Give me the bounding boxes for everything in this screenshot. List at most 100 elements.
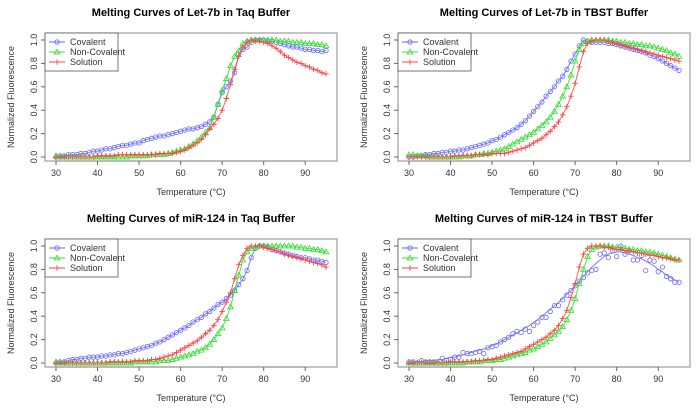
data-point xyxy=(589,267,595,274)
data-point xyxy=(157,355,163,362)
data-point xyxy=(555,78,562,84)
data-point xyxy=(542,118,550,125)
data-point xyxy=(165,334,171,340)
data-point xyxy=(510,350,516,357)
data-point xyxy=(114,153,122,160)
data-point xyxy=(609,245,616,252)
data-point xyxy=(314,67,321,74)
data-point xyxy=(273,45,279,51)
data-point xyxy=(489,356,495,363)
x-tick-label: 30 xyxy=(404,168,414,178)
data-point xyxy=(251,243,259,250)
data-point xyxy=(294,254,300,261)
data-point xyxy=(227,81,234,88)
data-point xyxy=(123,359,131,366)
data-point xyxy=(152,151,159,158)
data-point xyxy=(314,41,322,48)
data-point xyxy=(547,330,554,337)
legend-label: Non-Covalent xyxy=(423,253,479,263)
legend-marker xyxy=(407,59,413,65)
data-point xyxy=(571,57,579,64)
data-point xyxy=(496,355,504,362)
data-point xyxy=(638,250,645,256)
data-point xyxy=(323,71,329,77)
data-point xyxy=(310,66,317,73)
data-point xyxy=(547,88,553,95)
legend-label: Covalent xyxy=(70,37,106,47)
series-solution xyxy=(406,243,682,366)
data-point xyxy=(526,328,533,335)
data-point xyxy=(597,243,603,249)
data-point xyxy=(642,251,649,257)
data-point xyxy=(193,347,201,354)
x-tick-label: 90 xyxy=(653,374,663,384)
data-point xyxy=(226,303,234,310)
y-tick-label: 1.0 xyxy=(382,34,392,47)
data-point xyxy=(182,325,188,331)
data-point xyxy=(534,125,542,132)
data-point xyxy=(630,45,637,51)
legend-label: Non-Covalent xyxy=(70,47,126,57)
data-point xyxy=(297,38,305,45)
data-point xyxy=(277,48,284,55)
data-point xyxy=(226,62,234,69)
data-point xyxy=(497,134,503,140)
data-point xyxy=(118,153,126,160)
data-point xyxy=(638,47,645,54)
chart-svg: Melting Curves of miR-124 in Taq Buffer 3… xyxy=(6,213,338,403)
data-point xyxy=(235,271,243,278)
data-point xyxy=(609,39,616,46)
data-point xyxy=(663,60,670,67)
y-tick-label: 0.2 xyxy=(382,333,392,346)
data-point xyxy=(672,279,678,285)
data-point xyxy=(127,359,135,366)
data-point xyxy=(659,53,666,60)
y-tick-label: 0.8 xyxy=(29,263,39,276)
data-point xyxy=(493,136,499,143)
data-point xyxy=(207,308,213,315)
data-point xyxy=(240,276,246,282)
y-tick-label: 0.6 xyxy=(382,287,392,300)
data-point xyxy=(655,253,662,260)
data-point xyxy=(654,44,662,51)
data-point xyxy=(211,322,217,329)
data-point xyxy=(676,67,682,74)
data-point xyxy=(580,48,587,55)
data-point xyxy=(198,123,204,130)
data-point xyxy=(668,276,674,282)
data-point xyxy=(559,323,567,330)
data-point xyxy=(305,39,313,46)
legend-marker xyxy=(54,59,60,65)
x-tick-label: 50 xyxy=(134,168,144,178)
data-point xyxy=(164,357,172,364)
data-point xyxy=(588,38,595,44)
x-tick-label: 90 xyxy=(300,168,310,178)
data-point xyxy=(301,244,309,251)
data-point xyxy=(592,243,600,250)
data-point xyxy=(650,43,658,50)
data-point xyxy=(443,360,450,366)
data-point xyxy=(280,242,288,249)
data-point xyxy=(143,152,151,159)
data-point xyxy=(222,75,230,81)
y-tick-label: 0.4 xyxy=(382,310,392,323)
data-point xyxy=(269,246,275,253)
data-point xyxy=(90,154,97,160)
series-solution xyxy=(406,37,682,160)
data-point xyxy=(564,103,570,110)
data-point xyxy=(310,39,318,46)
data-point xyxy=(543,93,549,99)
data-point xyxy=(551,84,557,90)
data-point xyxy=(630,249,637,255)
x-tick-label: 30 xyxy=(51,374,61,384)
data-point xyxy=(547,128,554,135)
data-point xyxy=(211,305,217,311)
data-point xyxy=(626,247,632,254)
data-point xyxy=(131,152,139,159)
data-point xyxy=(534,339,541,345)
data-point xyxy=(488,357,496,364)
data-point xyxy=(584,245,591,252)
data-point xyxy=(559,92,567,99)
data-point xyxy=(202,330,209,337)
